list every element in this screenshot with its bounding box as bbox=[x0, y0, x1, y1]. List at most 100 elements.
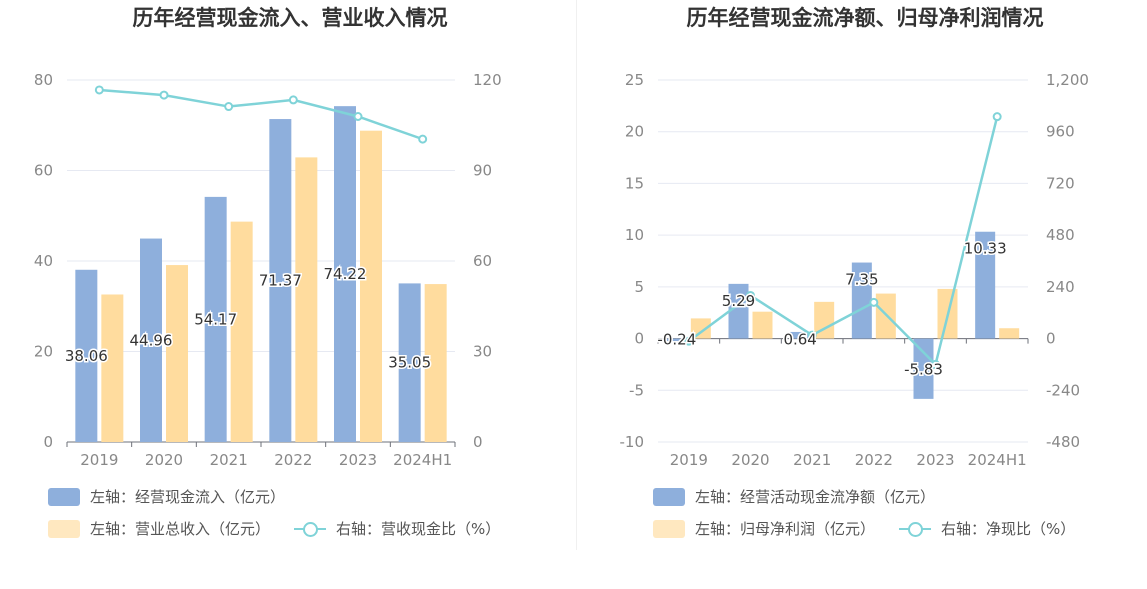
line-point bbox=[684, 336, 694, 346]
legend-swatch-bar bbox=[653, 487, 685, 506]
line-point bbox=[418, 134, 428, 144]
line-point bbox=[159, 90, 169, 100]
data-label: 71.37 bbox=[259, 272, 302, 290]
legend-line-icon bbox=[899, 520, 932, 538]
y-tick-left: 20 bbox=[625, 123, 644, 141]
legend-swatch-bar bbox=[653, 519, 685, 538]
line-point bbox=[807, 330, 817, 340]
line-point bbox=[94, 85, 104, 95]
bar-series-1 bbox=[851, 262, 872, 339]
y-tick-right: -240 bbox=[1046, 381, 1080, 399]
legend-row-2[interactable]: 左轴：营业总收入（亿元） 右轴：营收现金比（%） bbox=[48, 518, 500, 539]
bar-series-2 bbox=[295, 157, 318, 442]
y-tick-right: -480 bbox=[1046, 433, 1080, 451]
data-label: 7.35 bbox=[845, 271, 878, 289]
legend-label: 左轴：经营活动现金流净额（亿元） bbox=[695, 488, 936, 506]
bar-series-2 bbox=[690, 318, 711, 339]
x-tick-label: 2023 bbox=[916, 451, 954, 469]
legend-label: 右轴：净现比（%） bbox=[941, 520, 1076, 538]
bar-series-1 bbox=[140, 238, 162, 442]
bar-series-1 bbox=[913, 338, 934, 399]
legend-label: 左轴：经营现金流入（亿元） bbox=[90, 488, 286, 506]
y-tick-right: 960 bbox=[1046, 123, 1075, 141]
data-label: 54.17 bbox=[194, 310, 237, 328]
y-tick-left: 20 bbox=[34, 343, 53, 361]
legend-row-1[interactable]: 左轴：经营活动现金流净额（亿元） bbox=[653, 486, 935, 507]
x-tick-label: 2020 bbox=[145, 451, 183, 469]
x-tick-label: 2021 bbox=[793, 451, 831, 469]
bar-series-2 bbox=[166, 265, 188, 442]
panel-divider bbox=[576, 0, 577, 550]
x-tick-label: 2019 bbox=[80, 451, 118, 469]
bar-series-2 bbox=[814, 301, 835, 339]
line-point bbox=[992, 112, 1002, 122]
legend-label: 右轴：营收现金比（%） bbox=[336, 520, 501, 538]
y-tick-left: -10 bbox=[620, 433, 645, 451]
line-point bbox=[353, 112, 363, 122]
legend-row-1[interactable]: 左轴：经营现金流入（亿元） bbox=[48, 486, 285, 507]
bar-series-2 bbox=[230, 221, 253, 442]
bar-series-2 bbox=[424, 284, 447, 442]
bar-series-2 bbox=[752, 311, 773, 339]
chart-title: 历年经营现金流净额、归母净利润情况 bbox=[686, 6, 1044, 30]
data-label: 38.06 bbox=[65, 347, 108, 365]
legend-line-icon bbox=[294, 520, 327, 538]
y-tick-left: 80 bbox=[34, 71, 53, 89]
data-label: 44.96 bbox=[130, 331, 173, 349]
bar-series-2 bbox=[360, 130, 382, 442]
data-label: -0.24 bbox=[657, 331, 696, 349]
y-tick-right: 30 bbox=[473, 343, 492, 361]
y-tick-right: 90 bbox=[473, 162, 492, 180]
bar-series-1 bbox=[790, 331, 811, 339]
y-tick-left: 10 bbox=[625, 226, 644, 244]
bar-series-1 bbox=[666, 338, 687, 342]
y-tick-left: 0 bbox=[634, 330, 644, 348]
y-tick-right: 480 bbox=[1046, 226, 1075, 244]
legend-label: 左轴：归母净利润（亿元） bbox=[695, 520, 876, 538]
x-tick-label: 2020 bbox=[731, 451, 769, 469]
line-point bbox=[869, 297, 879, 307]
bar-series-1 bbox=[75, 269, 98, 442]
y-tick-left: 40 bbox=[34, 252, 53, 270]
y-tick-right: 0 bbox=[473, 433, 483, 451]
x-tick-label: 2022 bbox=[855, 451, 893, 469]
legend-swatch-bar bbox=[48, 487, 80, 506]
line-point bbox=[288, 95, 298, 105]
y-tick-right: 240 bbox=[1046, 278, 1075, 296]
legend-label: 左轴：营业总收入（亿元） bbox=[90, 520, 271, 538]
bar-series-1 bbox=[334, 106, 356, 442]
bar-series-1 bbox=[975, 231, 996, 339]
line-point bbox=[931, 359, 940, 369]
data-label: 0.64 bbox=[783, 331, 816, 349]
x-tick-label: 2024H1 bbox=[393, 451, 452, 469]
x-tick-label: 2019 bbox=[670, 451, 708, 469]
y-tick-left: 25 bbox=[625, 71, 644, 89]
y-tick-left: -5 bbox=[629, 381, 644, 399]
data-label: -5.83 bbox=[904, 361, 943, 379]
legend-row-2[interactable]: 左轴：归母净利润（亿元） 右轴：净现比（%） bbox=[653, 518, 1075, 539]
bar-series-2 bbox=[999, 328, 1020, 339]
data-label: 10.33 bbox=[964, 240, 1007, 258]
bar-series-1 bbox=[398, 283, 421, 442]
data-label: 35.05 bbox=[388, 354, 431, 372]
chart-panel-left: 历年经营现金流入、营业收入情况 0 20 40 60 80 0 30 60 90 120 2019 2… bbox=[10, 0, 570, 560]
x-tick-label: 2023 bbox=[339, 451, 377, 469]
bar-series-1 bbox=[728, 283, 749, 339]
chart-panel-right: 历年经营现金流净额、归母净利润情况 -10 -5 0 5 10 15 20 25 -480 -24… bbox=[585, 0, 1145, 560]
data-label: 5.29 bbox=[722, 292, 755, 310]
x-tick-label: 2021 bbox=[210, 451, 248, 469]
y-tick-left: 60 bbox=[34, 162, 53, 180]
bar-series-2 bbox=[101, 294, 124, 442]
x-tick-label: 2022 bbox=[274, 451, 312, 469]
y-tick-right: 720 bbox=[1046, 174, 1075, 192]
legend-swatch-bar bbox=[48, 519, 80, 538]
chart-svg-left: 0 20 40 60 80 0 30 60 90 120 2019 2020 2021 2022 2023 2… bbox=[34, 71, 502, 469]
y-tick-left: 0 bbox=[43, 433, 53, 451]
line-series bbox=[99, 88, 424, 141]
bar-series-1 bbox=[204, 196, 227, 442]
y-tick-left: 5 bbox=[634, 278, 644, 296]
bar-series-1 bbox=[269, 119, 292, 442]
x-tick-label: 2024H1 bbox=[968, 451, 1027, 469]
line-point bbox=[224, 102, 234, 112]
y-tick-left: 15 bbox=[625, 174, 644, 192]
